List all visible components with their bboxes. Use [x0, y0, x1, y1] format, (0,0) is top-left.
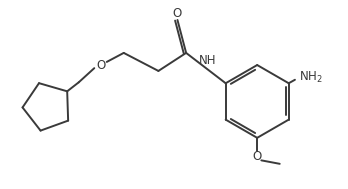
Text: O: O: [253, 150, 262, 163]
Text: O: O: [96, 59, 105, 72]
Text: NH: NH: [199, 54, 216, 67]
Text: NH$_2$: NH$_2$: [299, 69, 323, 84]
Text: O: O: [172, 7, 181, 19]
